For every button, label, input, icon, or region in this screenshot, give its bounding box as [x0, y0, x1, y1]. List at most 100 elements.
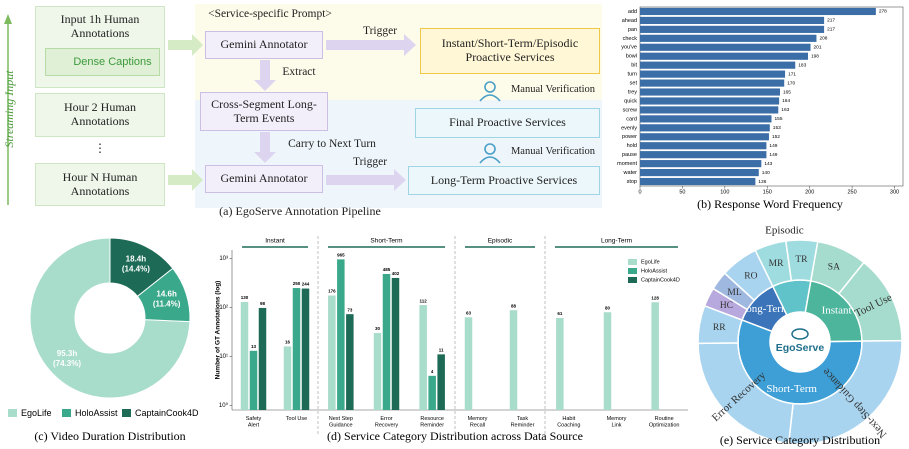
bar — [640, 151, 767, 159]
bar — [640, 25, 825, 33]
bar — [640, 88, 780, 96]
group-label: Episodic — [765, 225, 804, 237]
y-tick-label: water — [623, 170, 638, 176]
value-label: 11 — [439, 348, 444, 353]
value-label: 171 — [788, 71, 796, 77]
x-tick-label: 0 — [638, 189, 641, 195]
x-tick-label: 250 — [848, 189, 857, 195]
bar — [640, 124, 770, 132]
bar — [283, 346, 292, 410]
y-tick-label: 10⁰ — [219, 402, 229, 409]
value-label: 278 — [879, 9, 887, 15]
bar — [249, 350, 258, 410]
prompt-label: <Service-specific Prompt> — [208, 8, 332, 21]
bar — [464, 317, 473, 410]
input-box: Hour 2 Human Annotations — [35, 93, 165, 137]
y-tick-label: quick — [624, 98, 637, 104]
bar — [640, 160, 762, 168]
value-label: 73 — [347, 307, 353, 312]
x-tick-label: Error Recovery — [375, 416, 398, 429]
bar — [640, 34, 817, 42]
y-tick-label: card — [626, 116, 637, 122]
caption: (a) EgoServe Annotation Pipeline — [219, 204, 381, 219]
bar — [640, 133, 769, 141]
y-tick-label: check — [623, 36, 638, 42]
x-tick-label: Next Step Guidance — [329, 416, 353, 429]
person-icon — [479, 81, 501, 164]
value-label: 176 — [328, 289, 336, 294]
x-tick-label: Resource Reminder — [420, 416, 444, 429]
legend-label: EgoLife — [21, 408, 52, 418]
bar — [640, 177, 756, 186]
segment-label: MR — [769, 259, 784, 269]
value-label: 208 — [819, 36, 827, 42]
value-label: 61 — [557, 311, 563, 316]
value-label: 130 — [241, 295, 249, 300]
bar — [437, 354, 445, 410]
y-axis-label: Number of GT Annotations (log) — [215, 281, 222, 380]
value-label: 14.6h (11.4%) — [153, 290, 181, 309]
x-tick-label: 50 — [679, 189, 685, 195]
value-label: 136 — [758, 179, 766, 185]
value-label: 163 — [781, 107, 789, 113]
group-title: Long-Term — [601, 238, 632, 245]
caption: (e) Service Category Distribution — [720, 433, 880, 447]
y-tick-label: power — [622, 134, 637, 140]
bar — [640, 7, 876, 16]
arrow-label: Trigger — [352, 156, 388, 169]
y-tick-label: 10² — [219, 305, 228, 311]
bar — [301, 288, 310, 410]
bar — [556, 317, 564, 410]
y-tick-label: evenly — [621, 125, 637, 131]
verification-label: Manual Verification — [510, 145, 596, 157]
value-label: 18.4h (14.4%) — [122, 255, 150, 274]
service-box: Instant/Short-Term/Episodic Proactive Se… — [420, 28, 600, 74]
y-tick-label: bit — [631, 63, 637, 69]
legend-label: CaptainCook4D — [135, 408, 199, 418]
value-label: 128 — [651, 295, 659, 300]
value-label: 152 — [772, 134, 780, 140]
arrow-head — [4, 14, 12, 24]
bar — [651, 302, 659, 410]
legend-swatch — [628, 277, 637, 283]
arrow-label: Carry to Next Turn — [288, 138, 376, 151]
y-tick-label: hold — [627, 143, 637, 149]
y-tick-label: turn — [628, 72, 637, 78]
annotator-box: Gemini Annotator — [205, 165, 323, 193]
arrow — [168, 169, 203, 191]
y-tick-label: set — [630, 81, 638, 87]
bar — [346, 314, 354, 410]
group-label: Short-Term — [766, 383, 817, 395]
y-tick-label: you've — [621, 45, 637, 51]
y-tick-label: moment — [617, 161, 637, 167]
y-tick-label: screw — [623, 107, 637, 113]
final-box: Final Proactive Services — [415, 108, 600, 138]
x-tick-label: Tool Use — [286, 416, 307, 422]
value-label: 112 — [420, 298, 428, 303]
value-label: 149 — [769, 143, 777, 149]
value-label: 16 — [285, 340, 291, 345]
input-label: Input 1h Human Annotations — [60, 12, 140, 40]
bar — [640, 79, 785, 87]
x-tick-label: Memory Recall — [468, 416, 488, 429]
value-label: 143 — [764, 161, 772, 167]
sunburst-outer — [784, 239, 819, 282]
x-tick-label: Memory Link — [607, 416, 627, 429]
x-tick-label: 150 — [763, 189, 772, 195]
group-label: Long-Term — [740, 303, 790, 315]
legend-swatch — [62, 409, 71, 417]
caption: (b) Response Word Frequency — [697, 197, 843, 211]
value-label: 485 — [383, 267, 391, 272]
y-tick-label: 10³ — [219, 256, 228, 262]
value-label: 198 — [811, 53, 819, 59]
bar — [640, 52, 808, 60]
y-tick-label: trey — [628, 89, 637, 95]
value-label: 201 — [814, 45, 822, 51]
value-label: 165 — [783, 89, 791, 95]
y-tick-label: pan — [628, 27, 637, 33]
value-label: 88 — [511, 303, 517, 308]
side-label: Streaming Input — [2, 70, 17, 148]
arrow-label: Trigger — [362, 25, 398, 38]
legend-label: EgoLife — [641, 259, 660, 265]
